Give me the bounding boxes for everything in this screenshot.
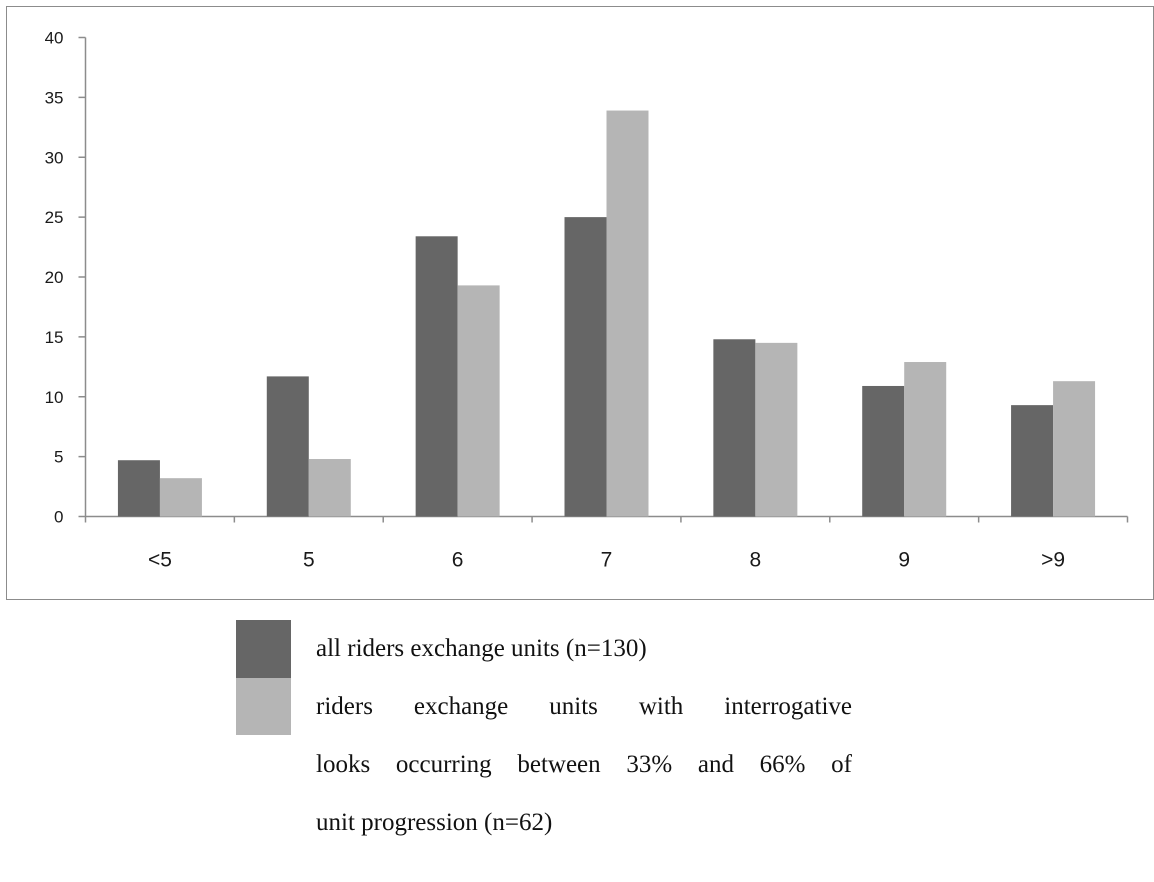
- bar-all-riders-3: [564, 217, 607, 517]
- legend-item-interrogative: riders exchange units with interrogative: [236, 678, 876, 736]
- x-tick-label: 5: [303, 549, 315, 572]
- y-tick-label: 10: [45, 388, 64, 407]
- x-tick-label: <5: [148, 549, 172, 572]
- bar-all-riders-4: [713, 339, 756, 517]
- legend-label-line-2: looks occurring between 33% and 66% of: [316, 751, 852, 778]
- legend-label-line-1: riders exchange units with interrogative: [316, 693, 852, 720]
- x-tick-label: 7: [601, 549, 613, 572]
- legend-label-line-3: unit progression (n=62): [316, 809, 553, 836]
- bar-all-riders-0: [117, 460, 160, 517]
- bar-interrogative-0: [159, 478, 202, 517]
- bar-all-riders-5: [862, 385, 905, 517]
- legend-swatch-light: [236, 678, 291, 735]
- legend-label: all riders exchange units (n=130): [316, 635, 647, 662]
- chart-area: 0 5 10 15 20 25 30 35 40 <5 5 6 7 8 9 >9: [6, 6, 1154, 600]
- bar-interrogative-4: [755, 342, 798, 517]
- legend-swatch-dark: [236, 620, 291, 678]
- y-tick-label: 40: [45, 29, 64, 48]
- bar-all-riders-6: [1011, 405, 1054, 517]
- bar-interrogative-6: [1053, 381, 1096, 517]
- bar-interrogative-5: [904, 362, 947, 517]
- bar-chart: 0 5 10 15 20 25 30 35 40 <5 5 6 7 8 9 >9: [45, 29, 1129, 572]
- bar-all-riders-1: [266, 376, 309, 517]
- bar-interrogative-3: [606, 110, 649, 517]
- legend-continuation-row: unit progression (n=62): [236, 794, 876, 852]
- legend-item-all-riders: all riders exchange units (n=130): [236, 620, 876, 678]
- bar-interrogative-1: [308, 459, 351, 517]
- y-tick-label: 0: [54, 508, 63, 527]
- legend-continuation-row: looks occurring between 33% and 66% of: [236, 736, 876, 794]
- y-tick-label: 30: [45, 148, 64, 167]
- x-tick-label: 9: [898, 549, 910, 572]
- bar-interrogative-2: [457, 285, 500, 517]
- y-tick-label: 15: [45, 328, 64, 347]
- y-tick-label: 5: [54, 448, 63, 467]
- y-tick-label: 35: [45, 88, 64, 107]
- y-tick-label: 20: [45, 268, 64, 287]
- legend: all riders exchange units (n=130) riders…: [236, 620, 876, 852]
- x-tick-label: 8: [750, 549, 762, 572]
- y-tick-label: 25: [45, 208, 64, 227]
- x-tick-label: >9: [1041, 549, 1065, 572]
- bar-all-riders-2: [415, 236, 458, 517]
- x-tick-label: 6: [452, 549, 464, 572]
